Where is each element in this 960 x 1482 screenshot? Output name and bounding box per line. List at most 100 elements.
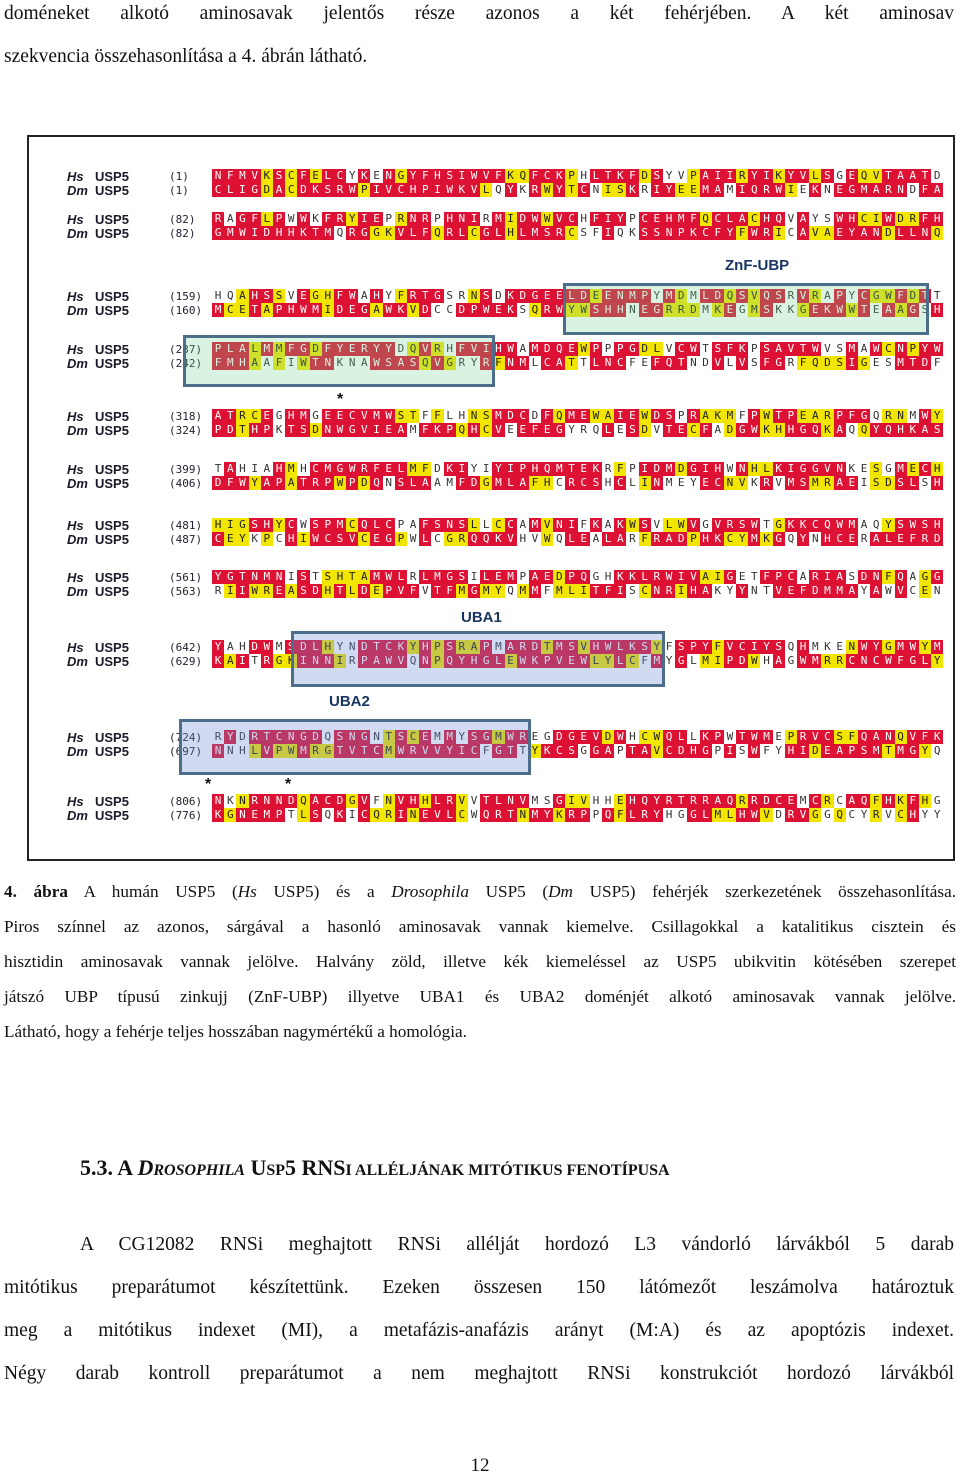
species-label-dm: Dm	[67, 183, 88, 198]
alignment-figure: Hs USP5 (1) Dm USP5 (1) N F M V K S C F E L C Y K E N G Y F H S I W…	[27, 135, 955, 861]
gene-label: USP5	[95, 183, 129, 198]
gene-label: USP5	[95, 356, 129, 371]
caption-line-2: Piros színnel az azonos, sárgával a haso…	[4, 917, 956, 936]
species-label-dm: Dm	[67, 654, 88, 669]
gene-label: USP5	[95, 518, 129, 533]
residue-number: (776)	[169, 809, 203, 822]
gene-label: USP5	[95, 570, 129, 585]
gene-label: USP5	[95, 289, 129, 304]
gene-label: USP5	[95, 169, 129, 184]
caption-line-4: játszó UBP típusú zinkujj (ZnF-UBP) illy…	[4, 987, 956, 1006]
page-number: 12	[470, 1455, 490, 1476]
residue-number: (642)	[169, 641, 203, 654]
caption-line-5: Látható, hogy a fehérje teljes hosszában…	[4, 1022, 467, 1041]
gene-label: USP5	[95, 654, 129, 669]
uba1-label: UBA1	[461, 609, 502, 626]
gene-label: USP5	[95, 212, 129, 227]
gene-label: USP5	[95, 226, 129, 241]
gene-label: USP5	[95, 744, 129, 759]
gene-label: USP5	[95, 462, 129, 477]
species-label-hs: Hs	[67, 409, 84, 424]
body-line-3: meg a mitótikus indexet (MI), a metafázi…	[4, 1320, 954, 1341]
species-label-dm: Dm	[67, 226, 88, 241]
uba2-highlight	[179, 719, 531, 775]
caption-line-3: hisztidin aminosavak vannak jelölve. Hal…	[4, 952, 956, 971]
species-label-hs: Hs	[67, 794, 84, 809]
residue-number: (324)	[169, 424, 203, 437]
residue-number: (629)	[169, 655, 203, 668]
residue-number: (1)	[169, 170, 189, 183]
species-label-dm: Dm	[67, 303, 88, 318]
gene-label: USP5	[95, 409, 129, 424]
residue-number: (318)	[169, 410, 203, 423]
znf-ubp-highlight-2	[183, 335, 495, 387]
species-label-dm: Dm	[67, 532, 88, 547]
catalytic-site-star: *	[285, 776, 292, 793]
gene-label: USP5	[95, 808, 129, 823]
figure-label: 4. ábra	[4, 882, 68, 901]
species-label-dm: Dm	[67, 744, 88, 759]
uba1-highlight	[291, 631, 665, 687]
species-label-dm: Dm	[67, 476, 88, 491]
gene-label: USP5	[95, 476, 129, 491]
species-label-hs: Hs	[67, 730, 84, 745]
gene-label: USP5	[95, 342, 129, 357]
species-label-hs: Hs	[67, 212, 84, 227]
residue-number: (697)	[169, 745, 203, 758]
species-label-hs: Hs	[67, 570, 84, 585]
residue-number: (724)	[169, 731, 203, 744]
species-label-hs: Hs	[67, 342, 84, 357]
residue-number: (82)	[169, 213, 196, 226]
top-paragraph-line-1: doméneket alkotó aminosavak jelentős rés…	[4, 3, 954, 24]
znf-ubp-highlight-1	[563, 283, 929, 335]
species-label-dm: Dm	[67, 808, 88, 823]
residue-number: (563)	[169, 585, 203, 598]
residue-number: (159)	[169, 290, 203, 303]
species-label-dm: Dm	[67, 356, 88, 371]
residue-number: (806)	[169, 795, 203, 808]
znf-ubp-label: ZnF-UBP	[725, 257, 790, 274]
species-label-hs: Hs	[67, 640, 84, 655]
residue-number: (481)	[169, 519, 203, 532]
species-label-hs: Hs	[67, 289, 84, 304]
residue-number: (561)	[169, 571, 203, 584]
gene-label: USP5	[95, 794, 129, 809]
gene-label: USP5	[95, 303, 129, 318]
residue-number: (1)	[169, 184, 189, 197]
residue-number: (406)	[169, 477, 203, 490]
species-label-dm: Dm	[67, 584, 88, 599]
residue-number: (160)	[169, 304, 203, 317]
gene-label: USP5	[95, 423, 129, 438]
species-label-hs: Hs	[67, 518, 84, 533]
gene-label: USP5	[95, 532, 129, 547]
species-label-dm: Dm	[67, 423, 88, 438]
top-paragraph-line-2: szekvencia összehasonlítása a 4. ábrán l…	[4, 46, 368, 67]
residue-number: (82)	[169, 227, 196, 240]
body-line-2: mitótikus preparátumot készítettünk. Eze…	[4, 1277, 954, 1298]
caption-line-1: 4. ábra A humán USP5 (Hs USP5) és a Dros…	[4, 882, 957, 901]
species-label-hs: Hs	[67, 169, 84, 184]
residue-number: (399)	[169, 463, 203, 476]
gene-label: USP5	[95, 584, 129, 599]
